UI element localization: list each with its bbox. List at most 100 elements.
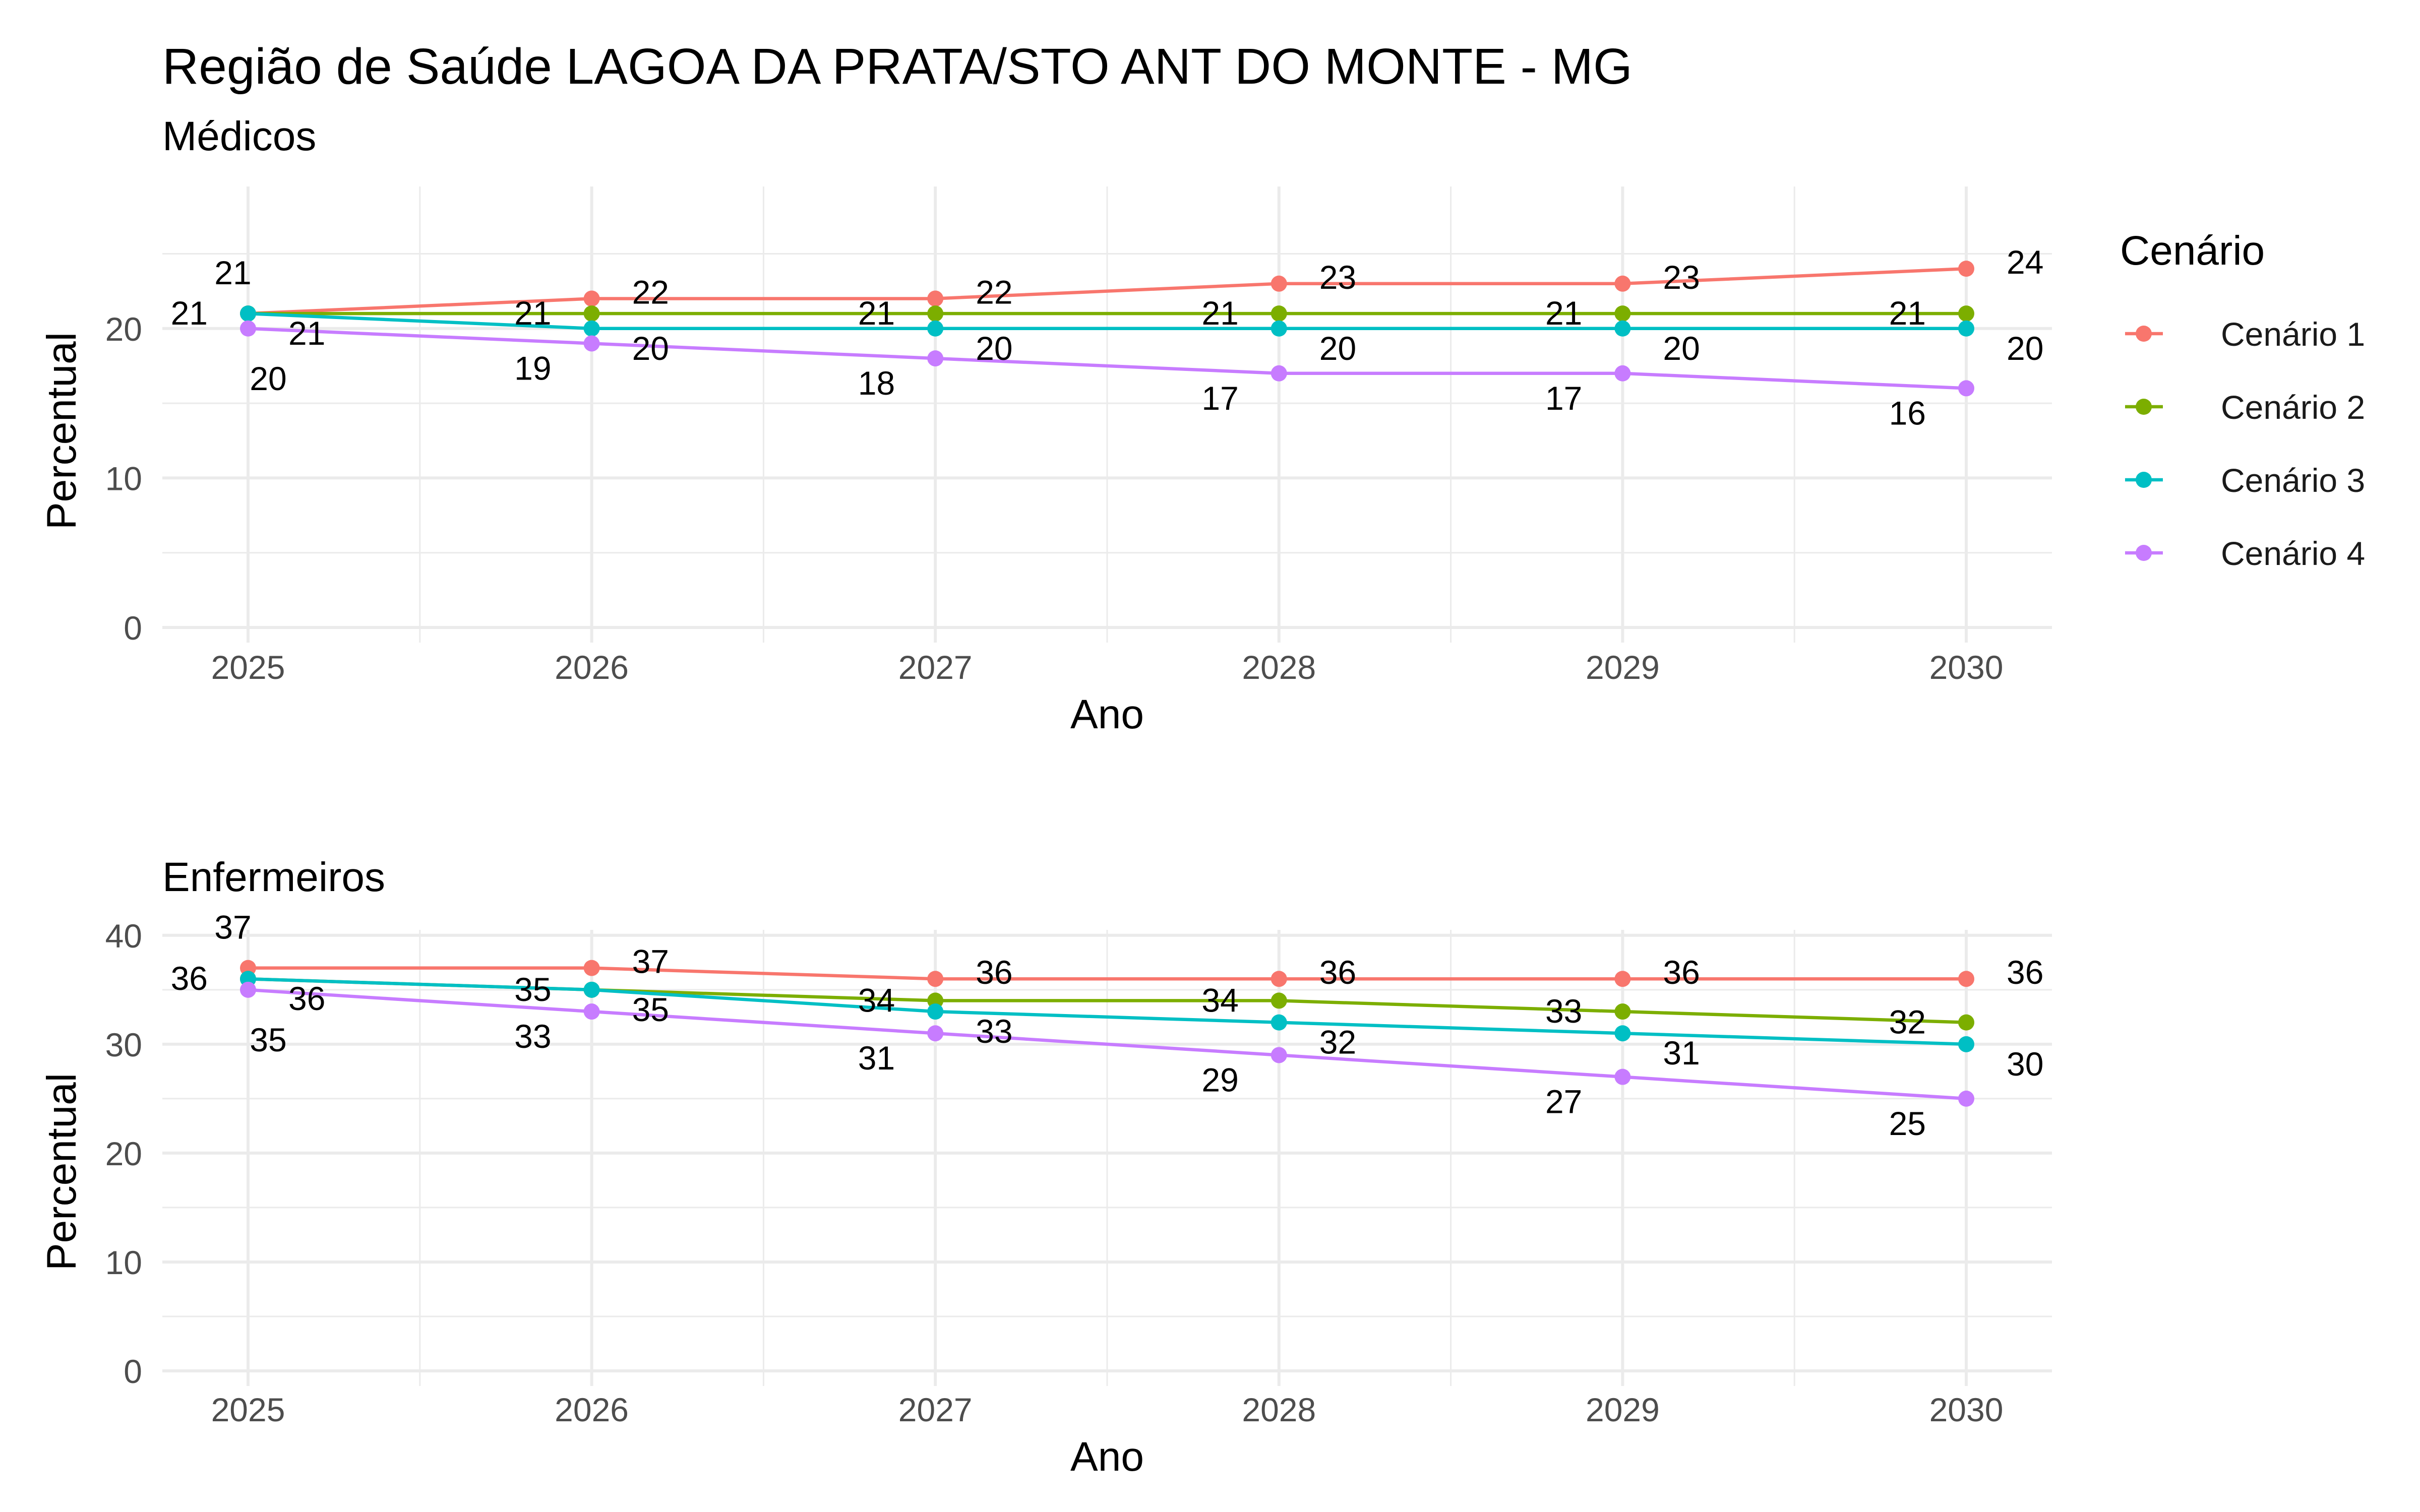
- x-tick-label: 2027: [898, 649, 973, 686]
- data-point: [583, 335, 600, 352]
- data-label: 23: [1319, 259, 1356, 296]
- data-label: 20: [976, 330, 1012, 367]
- data-label: 22: [976, 273, 1012, 310]
- legend-key-point: [2136, 326, 2152, 342]
- x-tick-label: 2029: [1586, 649, 1660, 686]
- data-point: [1614, 971, 1631, 987]
- series-line: [248, 966, 1966, 981]
- y-ticks-enfermeiros: 0 10 20 30 40: [105, 917, 142, 1390]
- data-point: [583, 1003, 600, 1020]
- data-point: [1958, 1036, 1974, 1052]
- data-point: [1270, 992, 1287, 1009]
- data-label: 21: [1201, 294, 1238, 332]
- data-point: [583, 290, 600, 307]
- x-axis-title-medicos: Ano: [1070, 691, 1144, 737]
- legend-label: Cenário 2: [2221, 389, 2365, 426]
- data-label: 20: [250, 360, 286, 397]
- x-tick-label: 2026: [555, 649, 629, 686]
- data-point: [1958, 261, 1974, 277]
- data-label: 21: [514, 294, 551, 332]
- data-label: 35: [514, 971, 551, 1008]
- data-label: 20: [2007, 330, 2043, 367]
- data-label: 37: [632, 943, 669, 980]
- data-point: [1270, 365, 1287, 382]
- data-label: 36: [1663, 954, 1700, 991]
- data-point: [1958, 971, 1974, 987]
- y-tick-label: 20: [105, 310, 142, 348]
- x-ticks-medicos: 2025 2026 2027 2028 2029 2030: [211, 649, 2004, 686]
- legend-items: Cenário 1 Cenário 2 Cenário 3 Cenário 4: [2125, 316, 2365, 572]
- data-point: [240, 305, 256, 322]
- data-label: 32: [1889, 1003, 1926, 1041]
- y-ticks-medicos: 0 10 20: [105, 310, 142, 647]
- data-point: [583, 305, 600, 322]
- data-label: 37: [214, 909, 251, 946]
- data-label: 36: [288, 980, 325, 1017]
- data-label: 29: [1201, 1061, 1238, 1098]
- data-point: [1614, 1003, 1631, 1020]
- data-point: [927, 1025, 944, 1042]
- y-axis-title-medicos: Percentual: [39, 332, 85, 530]
- data-point: [927, 320, 944, 337]
- data-label: 33: [976, 1013, 1012, 1050]
- data-label: 35: [250, 1021, 286, 1058]
- data-label: 36: [976, 954, 1012, 991]
- legend-label: Cenário 1: [2221, 316, 2365, 353]
- data-label: 17: [1545, 380, 1582, 417]
- data-label: 33: [514, 1018, 551, 1055]
- data-label: 35: [632, 991, 669, 1028]
- data-point: [583, 981, 600, 998]
- data-label: 18: [858, 364, 895, 402]
- data-point: [1958, 380, 1974, 397]
- data-label: 19: [514, 349, 551, 387]
- data-point: [240, 981, 256, 998]
- data-point: [1270, 320, 1287, 337]
- data-label: 34: [858, 981, 895, 1019]
- grid-medicos: [162, 186, 2052, 643]
- data-label: 36: [171, 960, 208, 997]
- data-point: [1614, 1025, 1631, 1042]
- y-tick-label: 30: [105, 1026, 142, 1063]
- data-label: 31: [1663, 1034, 1700, 1072]
- x-tick-label: 2030: [1929, 649, 2004, 686]
- x-tick-label: 2030: [1929, 1391, 2004, 1428]
- data-point: [1958, 305, 1974, 322]
- series-line: [248, 988, 1967, 1101]
- data-label: 27: [1545, 1083, 1582, 1120]
- data-label: 34: [1201, 981, 1238, 1019]
- data-label: 36: [1319, 954, 1356, 991]
- x-tick-label: 2028: [1242, 649, 1316, 686]
- x-tick-label: 2025: [211, 649, 285, 686]
- data-point: [1614, 275, 1631, 292]
- series-line: [248, 311, 1966, 331]
- data-labels-enfermeiros: 3736363537353533363433313634322936333127…: [171, 909, 2044, 1142]
- data-label: 21: [1889, 294, 1926, 332]
- panel-subtitle-medicos: Médicos: [162, 113, 316, 159]
- data-point: [1270, 1047, 1287, 1063]
- series-line: [248, 977, 1967, 1046]
- data-point: [1614, 365, 1631, 382]
- data-label: 21: [171, 294, 208, 332]
- data-label: 21: [1545, 294, 1582, 332]
- data-point: [1270, 1014, 1287, 1031]
- data-label: 30: [2007, 1045, 2043, 1083]
- x-tick-label: 2026: [555, 1391, 629, 1428]
- data-label: 33: [1545, 992, 1582, 1030]
- data-label: 20: [1319, 330, 1356, 367]
- grid-enfermeiros: [162, 930, 2052, 1386]
- data-label: 21: [858, 294, 895, 332]
- data-point: [927, 350, 944, 367]
- data-label: 36: [2007, 954, 2043, 991]
- data-label: 21: [214, 254, 251, 291]
- panel-medicos: Médicos 0 10 20 2025 2026 2027 2028 2029 2030 2…: [39, 113, 2052, 737]
- data-point: [1270, 275, 1287, 292]
- data-point: [927, 305, 944, 322]
- data-point: [1958, 1090, 1974, 1107]
- data-point: [1614, 320, 1631, 337]
- data-point: [1614, 305, 1631, 322]
- data-label: 24: [2007, 243, 2043, 281]
- data-label: 20: [632, 330, 669, 367]
- data-point: [240, 320, 256, 337]
